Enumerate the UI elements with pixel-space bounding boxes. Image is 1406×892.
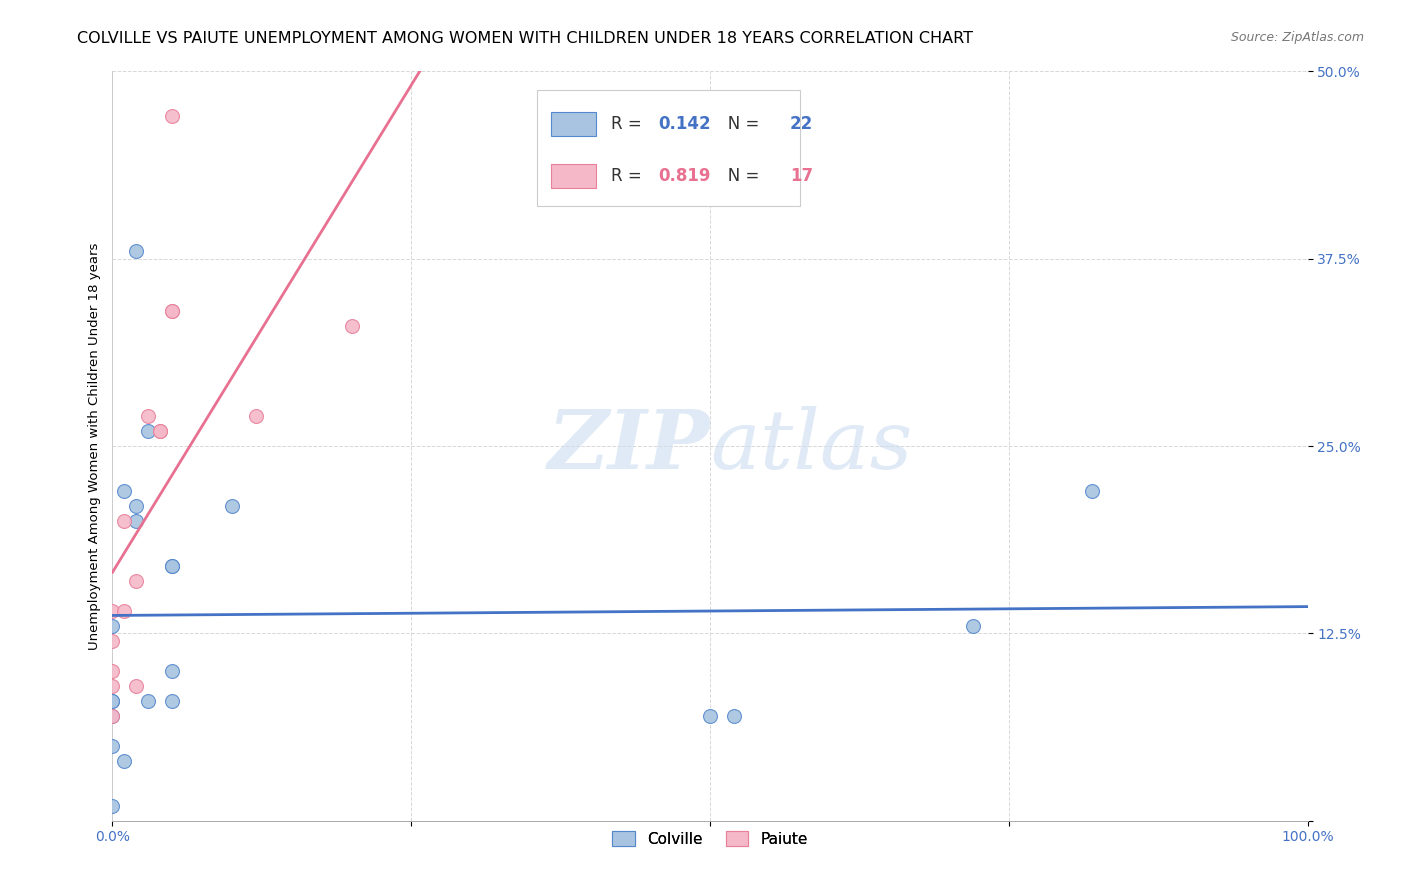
Point — [162, 304, 183, 318]
Point — [699, 708, 721, 723]
Point — [114, 604, 135, 618]
Text: N =: N = — [713, 168, 765, 186]
Point — [101, 664, 124, 678]
Bar — [551, 164, 596, 188]
Text: atlas: atlas — [710, 406, 912, 486]
Point — [340, 319, 363, 334]
Point — [101, 604, 124, 618]
Point — [162, 694, 183, 708]
Point — [125, 679, 148, 693]
Point — [149, 424, 172, 438]
Point — [114, 514, 135, 528]
Point — [125, 244, 148, 259]
Point — [114, 754, 135, 768]
Text: N =: N = — [713, 115, 765, 133]
Text: COLVILLE VS PAIUTE UNEMPLOYMENT AMONG WOMEN WITH CHILDREN UNDER 18 YEARS CORRELA: COLVILLE VS PAIUTE UNEMPLOYMENT AMONG WO… — [77, 31, 973, 46]
Point — [162, 664, 183, 678]
Point — [1081, 483, 1104, 498]
Point — [101, 619, 124, 633]
Legend: Colville, Paiute: Colville, Paiute — [605, 823, 815, 855]
Text: 0.142: 0.142 — [658, 115, 711, 133]
Point — [138, 694, 160, 708]
Point — [245, 409, 267, 423]
Point — [723, 708, 745, 723]
Point — [101, 633, 124, 648]
Point — [962, 619, 984, 633]
Point — [221, 499, 243, 513]
Point — [101, 694, 124, 708]
Point — [162, 558, 183, 573]
Point — [125, 574, 148, 588]
Text: ZIP: ZIP — [547, 406, 710, 486]
Text: 0.819: 0.819 — [658, 168, 711, 186]
Text: R =: R = — [610, 168, 647, 186]
Text: Source: ZipAtlas.com: Source: ZipAtlas.com — [1230, 31, 1364, 45]
Point — [101, 694, 124, 708]
Point — [125, 514, 148, 528]
Point — [162, 304, 183, 318]
Text: 17: 17 — [790, 168, 813, 186]
Point — [101, 708, 124, 723]
Bar — [537, 90, 800, 206]
Text: R =: R = — [610, 115, 647, 133]
Point — [138, 409, 160, 423]
Point — [125, 499, 148, 513]
Y-axis label: Unemployment Among Women with Children Under 18 years: Unemployment Among Women with Children U… — [89, 243, 101, 649]
Point — [101, 708, 124, 723]
Point — [101, 739, 124, 753]
Point — [162, 109, 183, 123]
Point — [138, 424, 160, 438]
Text: 22: 22 — [790, 115, 813, 133]
Point — [101, 679, 124, 693]
Point — [114, 483, 135, 498]
Point — [162, 558, 183, 573]
Point — [101, 798, 124, 813]
Bar — [551, 112, 596, 136]
Point — [149, 424, 172, 438]
